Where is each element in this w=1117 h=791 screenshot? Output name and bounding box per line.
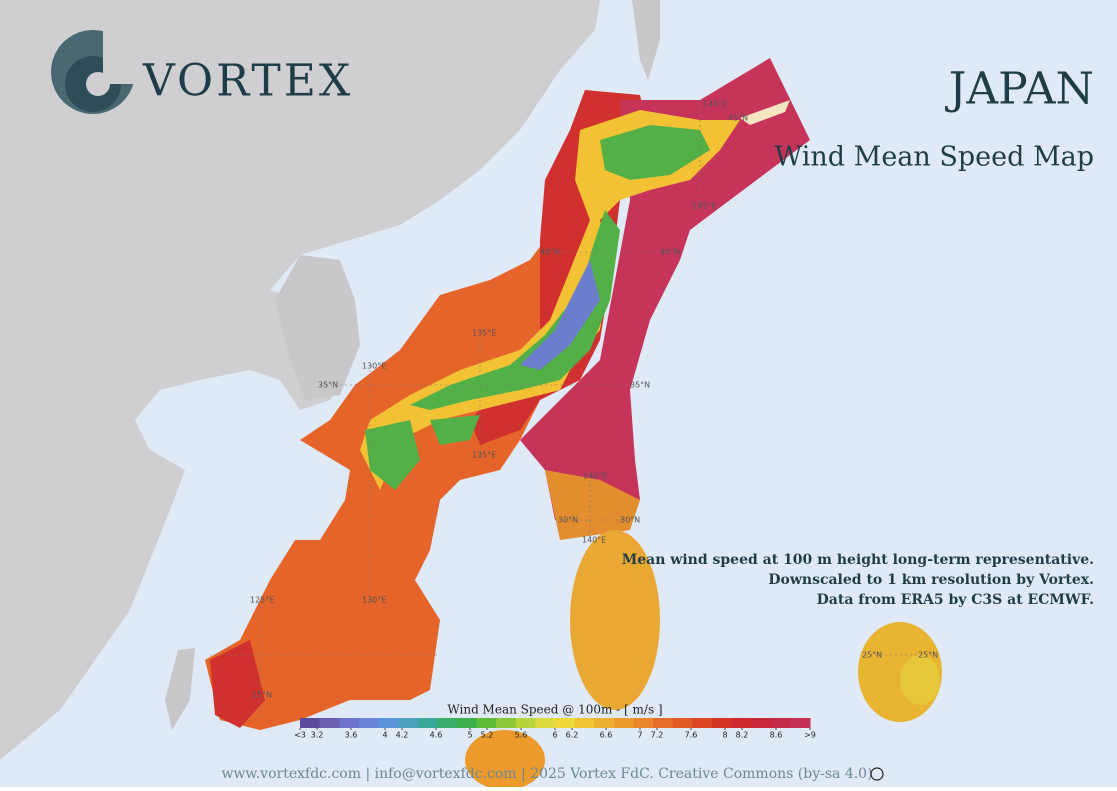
grid-lines — [210, 100, 935, 720]
sakhalin — [632, 0, 660, 80]
colorbar-tick-label: 4.2 — [396, 731, 409, 740]
south-edge — [465, 730, 545, 790]
grid-label: 140°E — [583, 472, 607, 481]
grid-label: 40°N — [540, 248, 560, 257]
colorbar-segment — [692, 718, 713, 728]
colorbar-segment — [594, 718, 615, 728]
colorbar-tick-label: 6 — [552, 731, 557, 740]
hokkaido — [600, 125, 710, 180]
colorbar-segment — [496, 718, 517, 728]
logo-cut — [103, 28, 138, 84]
colorbar-tick-label: 4.6 — [430, 731, 443, 740]
taiwan — [165, 648, 195, 730]
colorbar-segment — [339, 718, 360, 728]
colorbar-segment — [613, 718, 634, 728]
colorbar-segment — [751, 718, 772, 728]
colorbar-segment — [535, 718, 556, 728]
colorbar-segment — [437, 718, 458, 728]
colorbar-segment — [456, 718, 478, 728]
grid-label: 125°E — [250, 596, 274, 605]
colorbar-tick-label: 8 — [722, 731, 727, 740]
colorbar-tick-label: 3.2 — [311, 731, 324, 740]
colorbar-segment — [790, 718, 811, 728]
grid-label: 135°E — [472, 451, 496, 460]
logo: VORTEX — [51, 28, 353, 114]
colorbar-tick-label: 5.2 — [481, 731, 494, 740]
colorbar-tick-label: 7.6 — [685, 731, 698, 740]
colorbar-segment — [515, 718, 536, 728]
colorbar-tick-label: 7.2 — [651, 731, 664, 740]
grid-label: 140°E — [582, 536, 606, 545]
description-line: Mean wind speed at 100 m height long-ter… — [622, 552, 1094, 568]
colorbar-tick-label: 8.6 — [770, 731, 783, 740]
colorbar-tick-label: 5 — [467, 731, 472, 740]
colorbar-tick-label: 5.6 — [515, 731, 528, 740]
colorbar-segment — [672, 718, 693, 728]
colorbar-segment — [358, 718, 379, 728]
description-line: Downscaled to 1 km resolution by Vortex. — [768, 572, 1094, 588]
colorbar-tick-label: 6.2 — [566, 731, 579, 740]
subtitle: Wind Mean Speed Map — [775, 142, 1095, 173]
colorbar-segment — [378, 718, 399, 728]
bonin-zone — [570, 530, 660, 710]
mountains — [520, 260, 600, 370]
pink-zone — [520, 58, 810, 530]
legend-title: Wind Mean Speed @ 100m - [ m/s ] — [447, 703, 662, 717]
colorbar-tick-label: >9 — [804, 731, 816, 740]
grid-label: 30°N — [558, 516, 578, 525]
title: JAPAN — [945, 64, 1094, 115]
orange-zone — [205, 240, 560, 730]
grid-label: 35°N — [318, 381, 338, 390]
colorbar-tick-label: 8.2 — [736, 731, 749, 740]
colorbar-tick-label: 6.6 — [600, 731, 613, 740]
grid-label: 25°N — [918, 651, 938, 660]
grid-label: 145°E — [692, 202, 716, 211]
grid-label: 35°N — [630, 381, 650, 390]
grid-label: 40°N — [660, 248, 680, 257]
colorbar-tick-label: 3.6 — [345, 731, 358, 740]
grid-label: 135°E — [472, 329, 496, 338]
description-line: Data from ERA5 by C3S at ECMWF. — [817, 592, 1094, 608]
colorbar-segment — [633, 718, 654, 728]
colorbar-tick-label: <3 — [294, 731, 306, 740]
grid-label: 130°E — [362, 596, 386, 605]
colorbar-segment — [319, 718, 340, 728]
colorbar-segment — [731, 718, 752, 728]
grid-label: 30°N — [620, 516, 640, 525]
kurils — [740, 100, 790, 125]
colorbar-segment — [417, 718, 438, 728]
south-core — [900, 655, 940, 705]
colorbar-segment — [574, 718, 595, 728]
west-red — [210, 640, 265, 728]
transition-zone — [545, 470, 640, 540]
colorbar-segment — [653, 718, 674, 728]
colorbar-tick-label: 7 — [637, 731, 642, 740]
grid-label: 25°N — [252, 691, 272, 700]
grid-label: 145°E — [703, 100, 727, 109]
wind-field — [205, 58, 942, 790]
korea — [275, 255, 360, 400]
colorbar-segment — [770, 718, 791, 728]
colorbar-segment — [476, 718, 497, 728]
colorbar-segment — [398, 718, 419, 728]
islands — [360, 100, 790, 490]
logo-text: VORTEX — [142, 56, 353, 107]
colorbar: <3 3.2 3.6 4 4.2 4.6 5 5.2 5.6 6 6.2 6.6 7 7.2 7.6 8 8.2… — [294, 718, 816, 740]
colorbar-segment — [300, 718, 321, 728]
kyushu — [365, 420, 420, 490]
colorbar-tick-label: 4 — [382, 731, 387, 740]
cc-icon — [870, 767, 884, 781]
footer: www.vortexfdc.com | info@vortexfdc.com |… — [221, 766, 872, 782]
grid-label: 45°N — [728, 114, 748, 123]
honshu — [410, 210, 620, 410]
grid-label: 130°E — [362, 362, 386, 371]
grid-label: 25°N — [862, 651, 882, 660]
shikoku — [430, 415, 480, 445]
grid-labels: 145°E 45°N 145°E 40°N 40°N 135°E 130°E 3… — [250, 100, 938, 700]
colorbar-segment — [711, 718, 733, 728]
colorbar-segment — [555, 718, 576, 728]
